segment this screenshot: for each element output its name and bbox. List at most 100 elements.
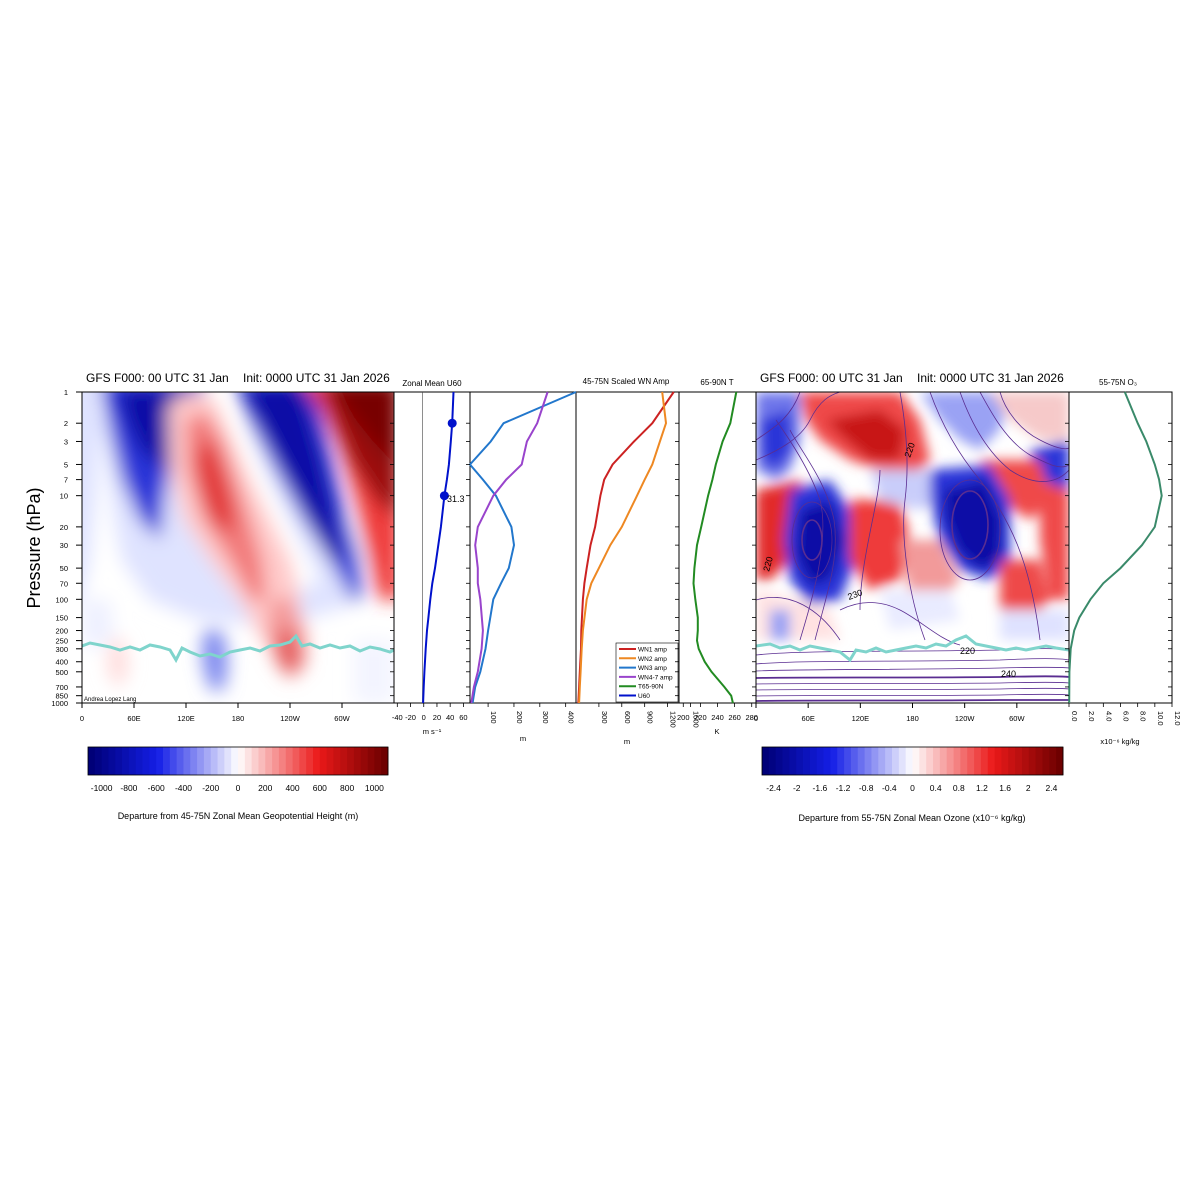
colorbar-cell — [367, 747, 375, 775]
right-title-right: Init: 0000 UTC 31 Jan 2026 — [917, 371, 1064, 385]
colorbar-cell — [919, 747, 927, 775]
ozone-axis-tick-label: 4.0 — [1104, 711, 1113, 721]
colorbar-cell — [946, 747, 954, 775]
pressure-tick-label: 20 — [60, 523, 68, 532]
colorbar-cell — [115, 747, 123, 775]
colorbar-cell — [251, 747, 259, 775]
pressure-tick-label: 850 — [55, 692, 68, 701]
pressure-tick-label: 2 — [64, 419, 68, 428]
wn-left-axis-label: m — [520, 734, 526, 743]
colorbar-cell — [809, 747, 818, 775]
colorbar-tick-label: -2.4 — [766, 783, 781, 793]
t65-axis-tick-label: 260 — [728, 713, 741, 722]
ozone-axis-tick-label: 10.0 — [1156, 711, 1165, 726]
colorbar-cell — [1028, 747, 1037, 775]
colorbar-cell — [796, 747, 804, 775]
colorbar-cell — [224, 747, 232, 775]
u60-marker-10hpa — [439, 491, 449, 501]
colorbar-cell — [340, 747, 348, 775]
right-title-left: GFS F000: 00 UTC 31 Jan — [760, 371, 903, 385]
pressure-tick-label: 500 — [55, 668, 68, 677]
colorbar-cell — [953, 747, 961, 775]
legend-entry: WN3 amp — [638, 665, 667, 672]
longitude-tick-label: 180 — [906, 714, 919, 723]
u60-series-line — [422, 391, 455, 704]
tropopause-line-right — [756, 634, 1069, 663]
ozone-axis-label: x10⁻⁶ kg/kg — [1100, 737, 1139, 746]
t65-axis-tick-label: 200 — [677, 713, 690, 722]
colorbar-cell — [837, 747, 845, 775]
colorbar-cell — [108, 747, 116, 775]
colorbar-cell — [381, 747, 389, 775]
longitude-tick-label: 120E — [177, 714, 195, 723]
legend-entry: U60 — [638, 693, 650, 700]
wn-left-axis-tick-label: 100 — [489, 711, 498, 724]
colorbar-tick-label: 400 — [285, 783, 299, 793]
wn-legend-box — [615, 642, 679, 703]
longitude-tick-label: 60W — [334, 714, 350, 723]
colorbar-geopotential: -1000 -800 -600 -400 -200 0 200 400 600 800 1000 — [87, 746, 389, 793]
legend-entry: T65-90N — [638, 684, 664, 691]
colorbar-cell — [803, 747, 811, 775]
pressure-tick-label: 250 — [55, 637, 68, 646]
colorbar-cell — [878, 747, 886, 775]
contour-label-1: 220 — [902, 441, 917, 459]
colorbar-tick-label: 0.4 — [930, 783, 942, 793]
colorbar-tick-label: 0 — [910, 783, 915, 793]
colorbar-cell — [871, 747, 879, 775]
left-title-left: GFS F000: 00 UTC 31 Jan — [86, 371, 229, 385]
legend-entry: WN1 amp — [638, 647, 667, 654]
colorbar-cell — [1021, 747, 1030, 775]
ozone-axis-tick-label: 2.0 — [1087, 711, 1096, 721]
colorbar-tick-label: 1000 — [365, 783, 384, 793]
tropopause-line-left — [82, 633, 394, 664]
t65-axis-tick-label: 240 — [711, 713, 724, 722]
pressure-tick-label: 1 — [64, 388, 68, 397]
colorbar-frame — [87, 746, 389, 776]
ozone-profile-panel — [1068, 391, 1173, 704]
colorbar-cell — [169, 747, 178, 775]
y-axis-label: Pressure (hPa) — [24, 487, 44, 608]
colorbar-cell — [210, 747, 218, 775]
colorbar-cell — [353, 747, 362, 775]
colorbar-cell — [987, 747, 995, 775]
colorbar-cell — [183, 747, 191, 775]
colorbar-frame — [761, 746, 1064, 776]
colorbar-cell — [926, 747, 934, 775]
colorbar-tick-label: -1.6 — [813, 783, 828, 793]
colorbar-cell — [326, 747, 334, 775]
wn3-series-line — [468, 391, 577, 704]
colorbar-cell — [292, 747, 300, 775]
t65-series-line — [692, 391, 738, 704]
longitude-axes: 0 60E 120E 180 120W 60W 0 60E 120E 180 120W 60W — [80, 703, 1025, 723]
colorbar-cell — [278, 747, 287, 775]
contour-label-4: 220 — [960, 646, 975, 656]
contour-label-2: 220 — [761, 555, 775, 572]
colorbar-cell — [1042, 747, 1050, 775]
colorbar-cell — [1001, 747, 1009, 775]
colorbar-tick-label: 800 — [340, 783, 354, 793]
colorbar-cell — [891, 747, 900, 775]
colorbar-cell — [885, 747, 893, 775]
wn-amplitude-panel: WN1 amp WN2 amp WN3 amp WN4-7 amp T65-90N U60 — [468, 391, 680, 704]
colorbar-cell — [156, 747, 164, 775]
colorbar-tick-label: 0.8 — [953, 783, 965, 793]
temperature-panel — [678, 391, 757, 704]
colorbar-cell — [94, 747, 103, 775]
left-title-right: Init: 0000 UTC 31 Jan 2026 — [243, 371, 390, 385]
u60-axis-tick-label: -20 — [405, 713, 416, 722]
u60-panel-title: Zonal Mean U60 — [402, 379, 462, 388]
colorbar-tick-label: 0 — [236, 783, 241, 793]
colorbar-cell — [960, 747, 968, 775]
colorbar-cell — [850, 747, 859, 775]
u60-axis-tick-label: 60 — [459, 713, 467, 722]
colorbar-cell — [374, 747, 382, 775]
ozone-panel-title: 55-75N O₃ — [1099, 378, 1137, 387]
colorbar-tick-label: -1.2 — [836, 783, 851, 793]
colorbar-cell — [912, 747, 920, 775]
colorbar-tick-label: -200 — [202, 783, 219, 793]
pressure-tick-label: 70 — [60, 579, 68, 588]
pressure-tick-label: 50 — [60, 564, 68, 573]
wn-panel-title: 45-75N Scaled WN Amp — [583, 377, 670, 386]
colorbar-cell — [816, 747, 824, 775]
